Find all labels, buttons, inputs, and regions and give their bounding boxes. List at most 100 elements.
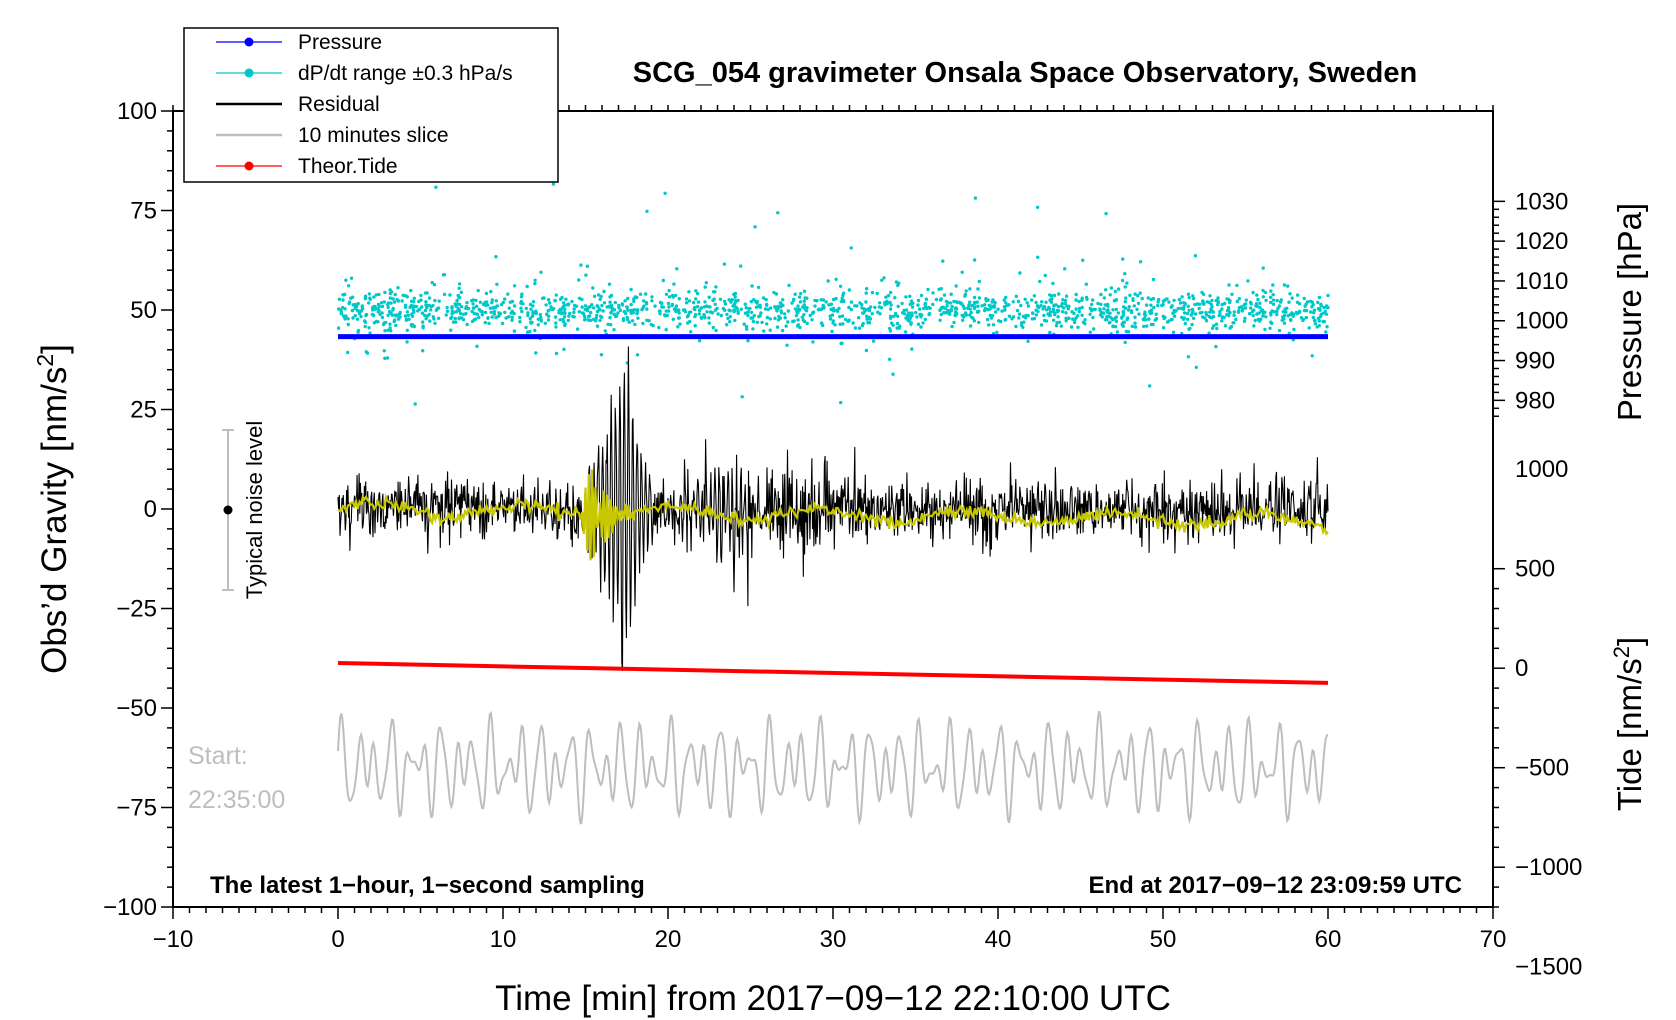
dpdt-point	[667, 295, 672, 299]
dpdt-point	[766, 307, 770, 312]
dpdt-point	[756, 285, 761, 290]
dpdt-point	[1190, 322, 1194, 327]
dpdt-point	[1198, 302, 1202, 306]
dpdt-point	[1171, 311, 1175, 315]
dpdt-point	[864, 300, 868, 304]
dpdt-point	[1289, 317, 1293, 322]
dpdt-point	[1000, 309, 1004, 313]
dpdt-point	[750, 316, 755, 320]
dpdt-point	[339, 311, 343, 316]
dpdt-point	[713, 302, 717, 306]
dpdt-point	[839, 341, 843, 346]
dpdt-point	[471, 302, 475, 306]
dpdt-point	[752, 313, 756, 318]
dpdt-point	[776, 211, 780, 215]
dpdt-point	[466, 306, 471, 311]
dpdt-point	[864, 348, 869, 353]
dpdt-point	[464, 306, 468, 310]
dpdt-point	[337, 307, 341, 311]
dpdt-point	[363, 320, 368, 324]
dpdt-point	[838, 315, 842, 319]
dpdt-point	[386, 305, 390, 309]
dpdt-point	[1297, 309, 1302, 313]
dpdt-point	[567, 314, 571, 318]
dpdt-point	[1261, 295, 1266, 299]
dpdt-point	[1152, 305, 1156, 310]
dpdt-point	[1035, 304, 1040, 308]
dpdt-point	[922, 306, 926, 311]
dpdt-point	[442, 292, 447, 297]
dpdt-point	[640, 307, 644, 312]
dpdt-point	[1080, 298, 1084, 302]
dpdt-point	[1310, 300, 1315, 304]
dpdt-point	[719, 313, 723, 318]
dpdt-point	[1316, 307, 1321, 311]
dpdt-point	[1121, 320, 1126, 324]
dpdt-point	[412, 296, 416, 300]
dpdt-point	[449, 316, 453, 321]
dpdt-point	[1052, 303, 1057, 307]
dpdt-point	[1272, 310, 1276, 314]
dpdt-point	[777, 314, 781, 319]
dpdt-point	[1304, 308, 1309, 313]
dpdt-point	[347, 301, 351, 306]
dpdt-point	[432, 283, 437, 287]
dpdt-point	[1227, 300, 1232, 305]
dpdt-point	[977, 279, 981, 284]
dpdt-point	[1099, 302, 1103, 306]
dpdt-point	[901, 311, 905, 315]
dpdt-point	[1210, 326, 1215, 330]
dpdt-point	[500, 321, 505, 326]
dpdt-point	[1064, 319, 1068, 323]
dpdt-point	[388, 296, 392, 300]
dpdt-point	[955, 300, 959, 305]
dpdt-point	[1207, 300, 1211, 305]
dpdt-point	[722, 262, 727, 266]
dpdt-point	[692, 307, 696, 311]
dpdt-point	[723, 302, 728, 306]
dpdt-point	[349, 276, 354, 280]
dpdt-point	[887, 357, 892, 361]
dpdt-point	[1123, 300, 1128, 304]
dpdt-point	[710, 311, 715, 315]
dpdt-point	[751, 319, 756, 324]
dpdt-point	[768, 328, 772, 332]
dpdt-point	[518, 315, 522, 320]
dpdt-point	[1237, 309, 1241, 313]
legend-label: Pressure	[298, 31, 382, 54]
dpdt-point	[378, 312, 382, 317]
dpdt-point	[448, 293, 452, 297]
y-left-axis-title: Obs’d Gravity [nm/s2]	[32, 344, 74, 674]
dpdt-point	[564, 297, 568, 301]
dpdt-point	[727, 298, 731, 302]
dpdt-point	[346, 322, 350, 327]
dpdt-point	[1259, 309, 1264, 313]
legend-label: dP/dt range ±0.3 hPa/s	[298, 62, 513, 85]
dpdt-point	[625, 305, 629, 309]
dpdt-point	[526, 311, 530, 315]
dpdt-point	[968, 324, 973, 328]
dpdt-point	[1133, 315, 1137, 319]
dpdt-point	[975, 300, 979, 304]
dpdt-point	[1048, 331, 1052, 335]
dpdt-point	[711, 325, 715, 330]
dpdt-point	[1160, 303, 1164, 308]
dpdt-point	[732, 309, 736, 314]
dpdt-point	[617, 305, 621, 310]
dpdt-point	[784, 324, 788, 328]
dpdt-point	[512, 329, 517, 333]
dpdt-point	[677, 316, 681, 320]
y-tide-tick-label: −1000	[1515, 854, 1582, 881]
dpdt-point	[598, 318, 602, 323]
dpdt-point	[1277, 304, 1282, 308]
dpdt-point	[942, 311, 946, 315]
dpdt-point	[510, 309, 514, 313]
dpdt-point	[608, 316, 612, 320]
dpdt-point	[485, 303, 490, 307]
dpdt-point	[948, 310, 952, 314]
dpdt-point	[559, 311, 564, 315]
dpdt-point	[1301, 317, 1306, 322]
dpdt-point	[386, 301, 391, 305]
dpdt-point	[736, 298, 740, 303]
dpdt-point	[1294, 310, 1299, 315]
